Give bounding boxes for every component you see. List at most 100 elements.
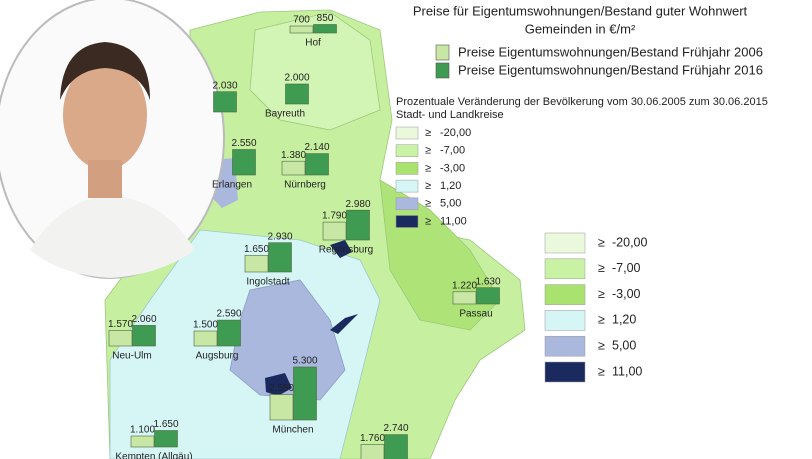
- price-square: [268, 242, 292, 273]
- legend-symbol: ≥: [425, 127, 431, 139]
- price-square: [289, 25, 314, 34]
- price-label: 850: [317, 13, 334, 24]
- legend-swatch: [544, 335, 586, 357]
- price-square: [360, 444, 385, 459]
- legend-label: Preise Eigentumswohnungen/Bestand Frühja…: [458, 44, 763, 59]
- price-label: 1.760: [360, 433, 385, 444]
- legend-value: -3,00: [612, 287, 641, 301]
- price-label: 2.980: [345, 199, 370, 210]
- price-label: 2.000: [284, 73, 309, 84]
- price-label: 2.550: [269, 383, 294, 394]
- legend-symbol: ≥: [598, 235, 605, 249]
- legend-value: -3,00: [440, 162, 465, 174]
- price-square: [346, 209, 370, 241]
- price-label: 1.630: [475, 276, 500, 287]
- price-square: [217, 319, 241, 347]
- price-square: [244, 255, 269, 273]
- legend-symbol: ≥: [598, 261, 605, 275]
- price-square: [108, 329, 133, 347]
- legend-swatch: [544, 284, 586, 305]
- legend-symbol: ≥: [425, 162, 431, 174]
- price-square: [281, 160, 306, 176]
- price-label: 2.740: [383, 423, 408, 434]
- price-label: 1.380: [281, 150, 306, 161]
- price-square: [269, 394, 294, 421]
- legend-symbol: ≥: [598, 313, 605, 327]
- price-label: 2.140: [304, 142, 329, 153]
- city: 2.550 5.300 München: [269, 356, 318, 436]
- legend-swatch: [395, 197, 419, 211]
- price-label: 1.100: [130, 425, 155, 436]
- city: 2.030: [212, 80, 238, 113]
- legend-value: -7,00: [612, 261, 641, 275]
- legend-value: -20,00: [612, 235, 647, 249]
- price-label: 2.550: [231, 138, 256, 149]
- legend-value: 1,20: [612, 313, 636, 327]
- title: Gemeinden in €/m²: [525, 21, 636, 36]
- city: 700 850 Hof: [289, 13, 337, 49]
- price-label: 2.930: [267, 231, 292, 242]
- price-square: [313, 24, 337, 34]
- legend-swatch: [544, 310, 586, 331]
- price-square: [305, 153, 329, 176]
- city-name: Ingolstadt: [246, 277, 290, 288]
- city-name: München: [272, 425, 313, 436]
- price-square: [452, 291, 477, 305]
- city-name: Bayreuth: [265, 109, 305, 120]
- price-square: [384, 434, 408, 459]
- legend-swatch: [435, 62, 450, 79]
- legend-swatch: [544, 361, 586, 383]
- legend-symbol: ≥: [425, 198, 431, 210]
- legend-value: 11,00: [612, 364, 642, 378]
- price-square: [476, 287, 500, 305]
- price-square: [213, 91, 237, 113]
- population-legend-title: Stadt- und Landkreise: [396, 109, 504, 121]
- price-label: 1.570: [108, 319, 133, 330]
- legend-symbol: ≥: [425, 145, 431, 157]
- city: 1.650 2.930 Ingolstadt: [244, 231, 293, 287]
- city: 2.000 Bayreuth: [265, 73, 310, 120]
- legend-symbol: ≥: [425, 180, 431, 192]
- city-name: Nürnberg: [284, 180, 326, 191]
- price-label: 1.790: [322, 211, 347, 222]
- city-name: Erlangen: [212, 180, 252, 191]
- city-name: Kempten (Allgäu): [115, 452, 192, 459]
- population-legend: ≥ -20,00 ≥ -7,00 ≥ -3,00 ≥ 1,20 ≥ 5,00 ≥ 11,00: [395, 126, 471, 228]
- price-square: [232, 149, 256, 176]
- title: Preise für Eigentumswohnungen/Bestand gu…: [413, 3, 748, 18]
- price-square: [154, 430, 178, 448]
- city: 2.550 Erlangen: [212, 138, 257, 191]
- price-label: 5.300: [292, 356, 317, 367]
- legend-value: 1,20: [440, 180, 461, 192]
- population-legend: ≥ -20,00 ≥ -7,00 ≥ -3,00 ≥ 1,20 ≥ 5,00 ≥ 11,00: [544, 232, 647, 383]
- legend-swatch: [544, 232, 586, 254]
- legend-swatch: [395, 126, 419, 140]
- legend-symbol: ≥: [598, 338, 605, 352]
- price-square: [293, 366, 317, 421]
- price-label: 1.650: [244, 244, 269, 255]
- legend-swatch: [395, 162, 419, 175]
- price-label: 2.590: [216, 309, 241, 320]
- price-label: 2.030: [212, 80, 237, 91]
- legend-swatch: [544, 258, 586, 280]
- legend-value: 5,00: [612, 338, 636, 352]
- legend-label: Preise Eigentumswohnungen/Bestand Frühja…: [458, 62, 763, 77]
- price-label: 2.060: [131, 314, 156, 325]
- legend-swatch: [395, 144, 419, 157]
- population-legend-title: Prozentuale Veränderung der Bevölkerung …: [396, 96, 768, 108]
- legend-swatch: [395, 215, 419, 228]
- legend-value: 11,00: [440, 215, 467, 227]
- price-label: 1.220: [452, 280, 477, 291]
- price-legend: Preise für Eigentumswohnungen/Bestand gu…: [396, 3, 768, 120]
- price-square: [130, 435, 155, 448]
- city-name: Regensburg: [319, 245, 373, 256]
- legend-symbol: ≥: [598, 364, 605, 378]
- price-label: 700: [293, 15, 310, 26]
- legend-value: -20,00: [440, 127, 471, 139]
